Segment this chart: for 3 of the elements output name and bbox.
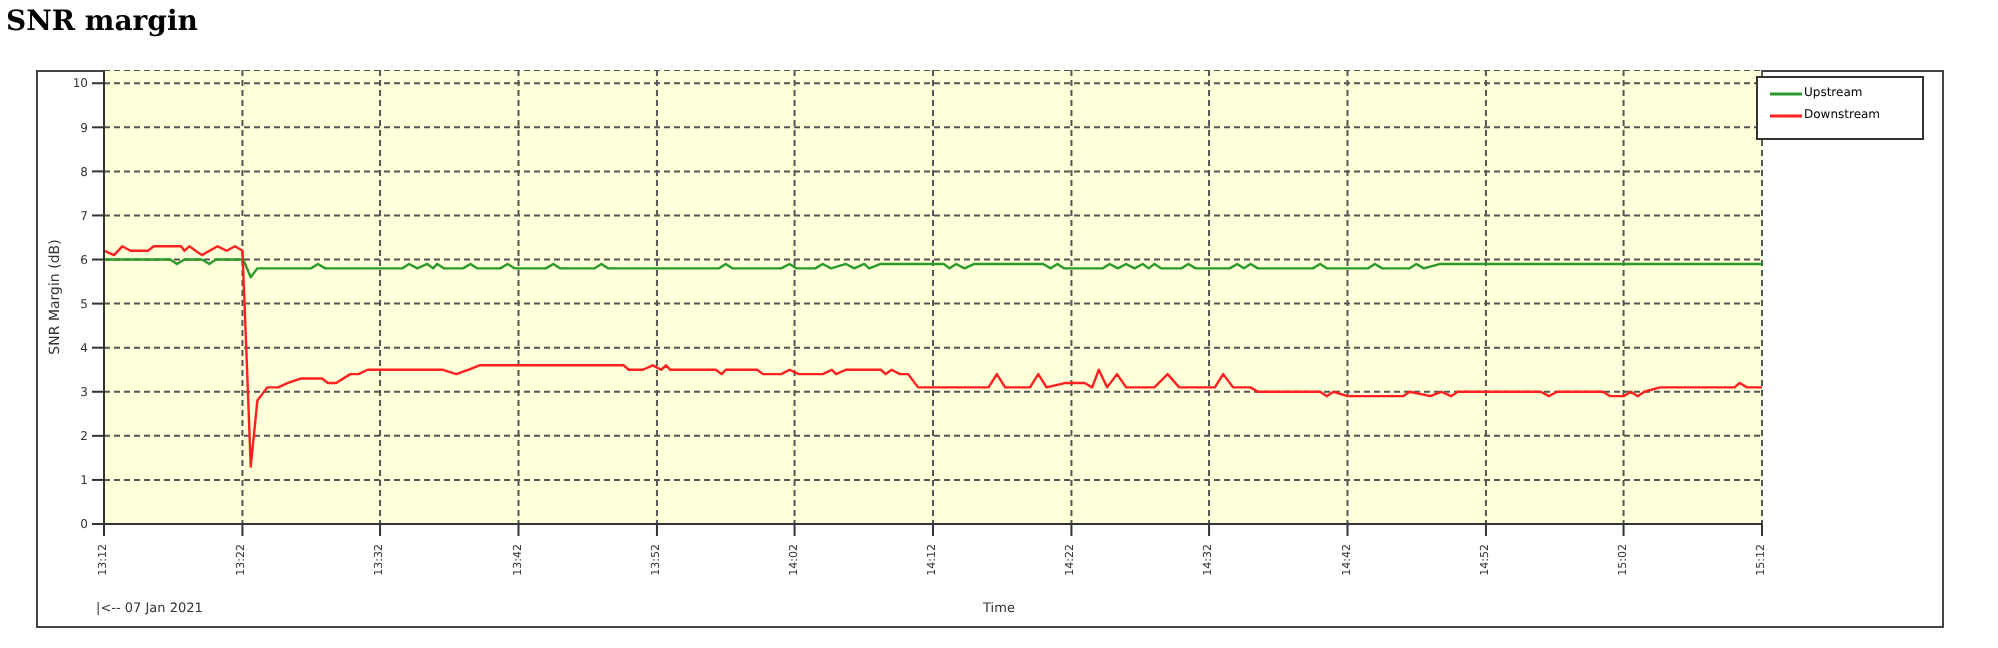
line-series [104,258,1762,279]
chart-title: SNR margin [6,6,198,38]
line-series [104,245,1762,468]
